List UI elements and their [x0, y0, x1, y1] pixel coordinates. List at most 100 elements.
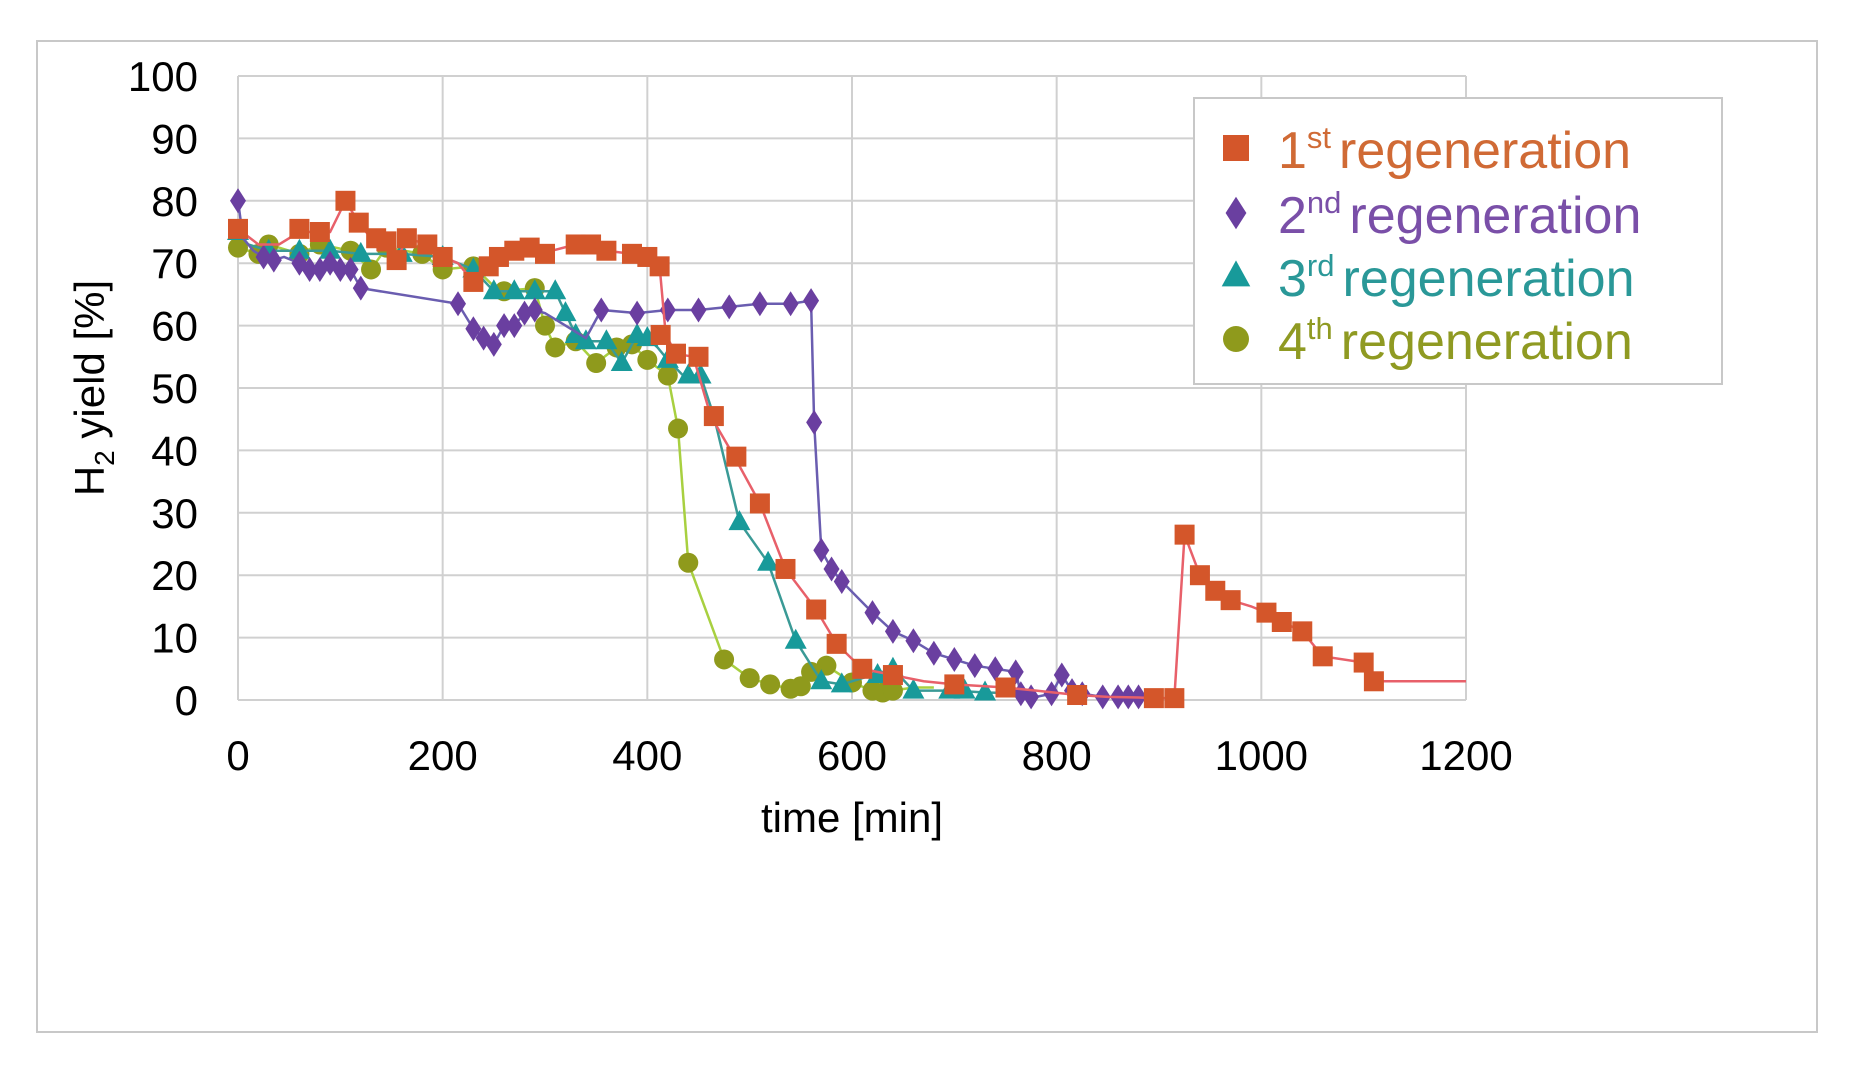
y-axis-title: H2 yield [%] [66, 280, 120, 496]
y-axis-title-sub: 2 [89, 450, 120, 466]
series-3-point-21 [689, 363, 712, 384]
legend-label-rest: regeneration [1339, 122, 1631, 180]
series-1-point-25 [688, 346, 709, 367]
series-2-point-10 [450, 291, 467, 317]
series-2-point-9 [352, 275, 369, 301]
legend-label-sup: rd [1307, 248, 1335, 283]
series-3 [227, 220, 1037, 701]
y-tick-label-7: 70 [151, 240, 198, 287]
legend-label-3: 3rd regeneration [1278, 248, 1635, 308]
series-1-point-1 [289, 218, 310, 239]
series-4-point-20 [657, 365, 678, 386]
series-3-point-2 [288, 238, 311, 259]
series-3-point-9 [503, 279, 526, 300]
series-1-point-44 [1271, 612, 1292, 632]
series-2-point-33 [925, 640, 942, 666]
y-tick-label-9: 90 [151, 115, 198, 162]
series-4-line [237, 243, 934, 694]
y-tick-label-4: 40 [151, 427, 198, 474]
series-4-point-27 [790, 676, 811, 697]
series-4-point-21 [668, 418, 689, 439]
series-3-point-15 [595, 329, 618, 350]
series-1-point-39 [1174, 524, 1195, 545]
series-1-point-26 [703, 406, 724, 427]
series-1-point-10 [432, 246, 453, 267]
series-3-point-16 [610, 351, 633, 372]
legend-label-rest: regeneration [1341, 313, 1633, 371]
series-2-point-41 [1053, 662, 1070, 688]
series-2-point-6 [322, 250, 339, 276]
legend-label-rest: regeneration [1343, 250, 1635, 308]
legend-label-2: 2nd regeneration [1278, 185, 1641, 245]
y-axis-title-rest: yield [%] [66, 280, 113, 450]
y-tick-label-2: 20 [151, 552, 198, 599]
series-2-point-27 [813, 537, 830, 563]
series-1-point-32 [852, 658, 873, 679]
series-3-point-24 [784, 628, 807, 649]
series-1-point-6 [376, 231, 397, 252]
series-1-point-36 [1067, 685, 1088, 706]
series-1-point-19 [596, 240, 617, 261]
series-2-point-39 [1023, 684, 1040, 710]
series-2-point-11 [465, 316, 482, 342]
series-2-point-28 [823, 556, 840, 582]
series-2-point-0 [230, 188, 246, 214]
series-2-point-30 [864, 600, 881, 626]
series-2-point-22 [721, 294, 738, 320]
series-1-point-30 [806, 599, 827, 620]
series-1-point-23 [650, 324, 671, 345]
series-4-point-23 [714, 649, 735, 670]
legend-label-sup: th [1307, 311, 1333, 346]
series-1-point-9 [417, 234, 438, 255]
series-1-point-0 [228, 218, 248, 239]
series-1-point-45 [1292, 621, 1313, 642]
series-3-point-4 [349, 241, 372, 262]
series-1-point-42 [1220, 590, 1241, 611]
series-4-point-16 [586, 353, 607, 374]
series-1-point-14 [504, 240, 525, 261]
series-4-point-13 [535, 315, 555, 336]
y-tick-label-0: 0 [175, 677, 198, 724]
y-tick-label-1: 10 [151, 615, 198, 662]
series-1-point-17 [565, 234, 586, 255]
series-3-point-29 [902, 678, 925, 699]
x-tick-label-1: 200 [408, 732, 478, 779]
series-4 [228, 234, 934, 703]
series-3-point-8 [482, 279, 505, 300]
series-1-point-35 [995, 677, 1016, 698]
series-1-point-11 [463, 271, 484, 292]
x-axis-title: time [min] [761, 794, 943, 841]
series-2-point-7 [332, 256, 349, 282]
series-1-point-3 [335, 190, 356, 211]
series-1-point-48 [1363, 671, 1384, 692]
series-1-point-31 [826, 633, 847, 654]
x-tick-label-2: 400 [612, 732, 682, 779]
series-3-point-26 [830, 672, 853, 693]
series-3-point-32 [974, 680, 997, 701]
series-1-point-22 [649, 256, 670, 277]
series-2-point-13 [485, 331, 502, 357]
series-2-point-29 [833, 568, 850, 594]
y-tick-label-8: 80 [151, 178, 198, 225]
series-2-point-4 [301, 256, 318, 282]
legend-label-num: 3 [1278, 250, 1307, 308]
series-4-point-29 [816, 655, 837, 676]
series-2-point-35 [966, 653, 983, 679]
series-2-point-24 [782, 291, 799, 317]
series-2-point-25 [803, 288, 820, 314]
legend-marker-3 [1221, 260, 1251, 287]
series-2-point-23 [751, 291, 768, 317]
series-2-point-26 [806, 409, 823, 435]
series-1-point-18 [581, 234, 602, 255]
series-4-point-6 [361, 259, 382, 280]
series-1-point-4 [348, 212, 369, 233]
series-3-point-23 [757, 550, 780, 571]
series-4-point-0 [228, 237, 248, 258]
x-tick-label-6: 1200 [1419, 732, 1512, 779]
y-axis-title-main: H [66, 466, 113, 496]
series-1-point-20 [621, 243, 642, 264]
series-2-point-19 [629, 300, 646, 326]
